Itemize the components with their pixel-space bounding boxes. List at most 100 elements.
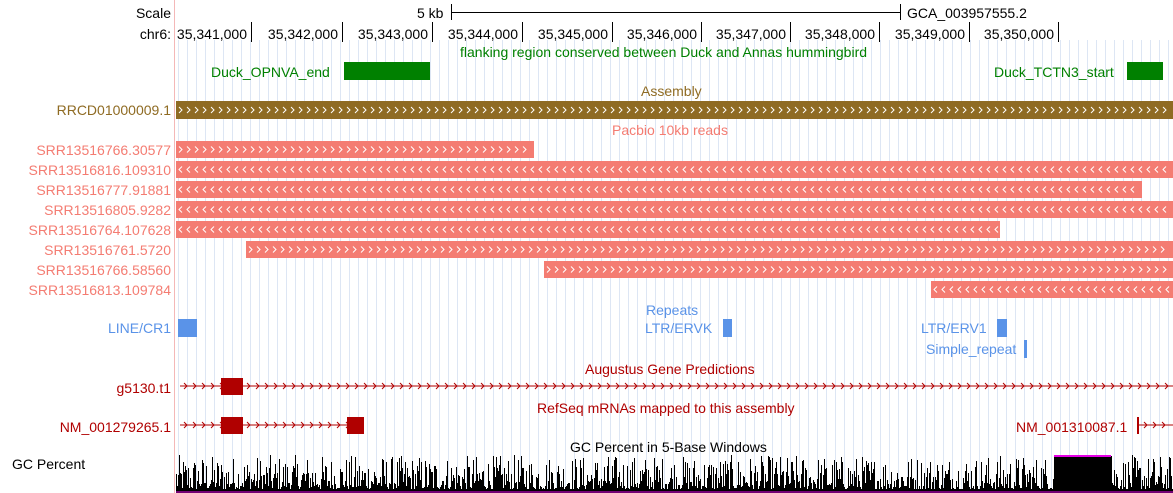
grid-line bbox=[466, 40, 467, 493]
grid-line bbox=[241, 40, 242, 493]
grid-line bbox=[538, 40, 539, 493]
read-label-5[interactable]: SRR13516761.5720 bbox=[44, 242, 171, 258]
ruler-tick bbox=[251, 22, 252, 42]
refseq-left-exon-2 bbox=[347, 417, 364, 434]
grid-line bbox=[520, 40, 521, 493]
ruler-tick-label: 35,347,000 bbox=[715, 26, 786, 42]
gc-percent-wiggle[interactable] bbox=[176, 452, 1173, 493]
assembly-track-title: Assembly bbox=[641, 83, 702, 99]
augustus-gene-label[interactable]: g5130.t1 bbox=[116, 380, 172, 396]
grid-line bbox=[313, 40, 314, 493]
assembly-id: GCA_003957555.2 bbox=[907, 5, 1027, 21]
ruler-tick-label: 35,348,000 bbox=[804, 26, 875, 42]
repeat-ltr-erv1-block[interactable] bbox=[997, 319, 1007, 337]
ruler-tick bbox=[701, 22, 702, 42]
grid-line bbox=[394, 40, 395, 493]
read-bar-0[interactable] bbox=[176, 141, 534, 158]
gc-percent-label[interactable]: GC Percent bbox=[12, 456, 86, 472]
repeat-ltr-erv1-label[interactable]: LTR/ERV1 bbox=[921, 320, 987, 336]
ruler-tick bbox=[1058, 22, 1059, 42]
grid-line bbox=[223, 40, 224, 493]
gc-track-title: GC Percent in 5-Base Windows bbox=[570, 439, 767, 455]
read-label-1[interactable]: SRR13516816.109310 bbox=[28, 162, 171, 178]
strand-chevrons bbox=[248, 246, 1165, 253]
strand-chevrons bbox=[178, 226, 999, 233]
track-plot-area[interactable]: 5 kb GCA_003957555.2 35,341,000 35,342,00… bbox=[176, 0, 1173, 493]
grid-line bbox=[286, 40, 287, 493]
reads-track-title: Pacbio 10kb reads bbox=[612, 122, 728, 138]
refseq-left-label[interactable]: NM_001279265.1 bbox=[59, 419, 171, 435]
conserved-right-label[interactable]: Duck_TCTN3_start bbox=[994, 64, 1114, 80]
grid-line bbox=[448, 40, 449, 493]
ruler-tick bbox=[969, 22, 970, 42]
grid-line bbox=[214, 40, 215, 493]
ruler-tick-label: 35,346,000 bbox=[626, 26, 697, 42]
repeat-simple-label[interactable]: Simple_repeat bbox=[926, 341, 1017, 357]
repeat-ltr-ervk-label[interactable]: LTR/ERVK bbox=[645, 320, 713, 336]
refseq-gene-models[interactable] bbox=[176, 415, 1173, 439]
augustus-gene-model[interactable] bbox=[176, 376, 1173, 400]
ruler-tick-label: 35,343,000 bbox=[357, 26, 428, 42]
strand-chevrons bbox=[178, 186, 1135, 193]
ruler-tick-label: 35,345,000 bbox=[537, 26, 608, 42]
conserved-right-block[interactable] bbox=[1127, 62, 1163, 80]
read-bar-7[interactable] bbox=[931, 281, 1173, 298]
grid-line bbox=[295, 40, 296, 493]
read-bar-1[interactable] bbox=[176, 161, 1173, 178]
chrom-label: chr6: bbox=[139, 26, 171, 42]
grid-line bbox=[403, 40, 404, 493]
grid-line bbox=[376, 40, 377, 493]
strand-chevrons bbox=[178, 206, 1167, 213]
strand-chevrons bbox=[546, 266, 1167, 273]
read-label-0[interactable]: SRR13516766.30577 bbox=[36, 142, 171, 158]
read-label-6[interactable]: SRR13516766.58560 bbox=[36, 262, 171, 278]
ruler-tick bbox=[342, 22, 343, 42]
repeat-simple-block[interactable] bbox=[1024, 340, 1027, 358]
conserved-left-label[interactable]: Duck_OPNVA_end bbox=[211, 64, 330, 80]
ruler-tick-label: 35,349,000 bbox=[894, 26, 965, 42]
read-bar-4[interactable] bbox=[176, 221, 1000, 238]
read-bar-6[interactable] bbox=[544, 261, 1173, 278]
read-label-7[interactable]: SRR13516813.109784 bbox=[28, 282, 171, 298]
scale-bar-label: 5 kb bbox=[417, 5, 444, 21]
grid-line bbox=[205, 40, 206, 493]
assembly-track-label[interactable]: RRCD01000009.1 bbox=[56, 102, 171, 118]
conserved-track-title: flanking region conserved between Duck a… bbox=[460, 44, 868, 60]
grid-line bbox=[178, 40, 179, 493]
scale-label: Scale bbox=[135, 5, 171, 21]
grid-line bbox=[250, 40, 251, 493]
ruler-tick-label: 35,342,000 bbox=[267, 26, 338, 42]
grid-line bbox=[385, 40, 386, 493]
read-bar-5[interactable] bbox=[246, 241, 1173, 258]
grid-line bbox=[439, 40, 440, 493]
grid-line bbox=[259, 40, 260, 493]
read-bar-2[interactable] bbox=[176, 181, 1142, 198]
track-label-column: Scale chr6: RRCD01000009.1 SRR13516766.3… bbox=[0, 0, 175, 493]
grid-line bbox=[322, 40, 323, 493]
read-label-2[interactable]: SRR13516777.91881 bbox=[36, 182, 171, 198]
refseq-right-label[interactable]: NM_001310087.1 bbox=[1016, 419, 1128, 435]
grid-line bbox=[331, 40, 332, 493]
repeat-line-cr1-label[interactable]: LINE/CR1 bbox=[107, 320, 171, 336]
ruler-tick-label: 35,350,000 bbox=[983, 26, 1054, 42]
grid-line bbox=[268, 40, 269, 493]
read-label-4[interactable]: SRR13516764.107628 bbox=[28, 222, 171, 238]
grid-line bbox=[475, 40, 476, 493]
grid-line bbox=[277, 40, 278, 493]
grid-line bbox=[502, 40, 503, 493]
grid-line bbox=[484, 40, 485, 493]
repeat-ltr-ervk-block[interactable] bbox=[723, 319, 732, 337]
repeat-line-cr1-block[interactable] bbox=[178, 319, 197, 337]
read-bar-3[interactable] bbox=[176, 201, 1173, 218]
grid-line bbox=[421, 40, 422, 493]
conserved-left-block[interactable] bbox=[344, 62, 430, 80]
ruler-tick bbox=[522, 22, 523, 42]
grid-line bbox=[412, 40, 413, 493]
assembly-feature[interactable] bbox=[176, 101, 1173, 119]
ruler-tick bbox=[790, 22, 791, 42]
grid-line bbox=[457, 40, 458, 493]
augustus-track-title: Augustus Gene Predictions bbox=[585, 361, 755, 377]
read-label-3[interactable]: SRR13516805.9282 bbox=[44, 202, 171, 218]
strand-chevrons bbox=[178, 166, 1167, 173]
